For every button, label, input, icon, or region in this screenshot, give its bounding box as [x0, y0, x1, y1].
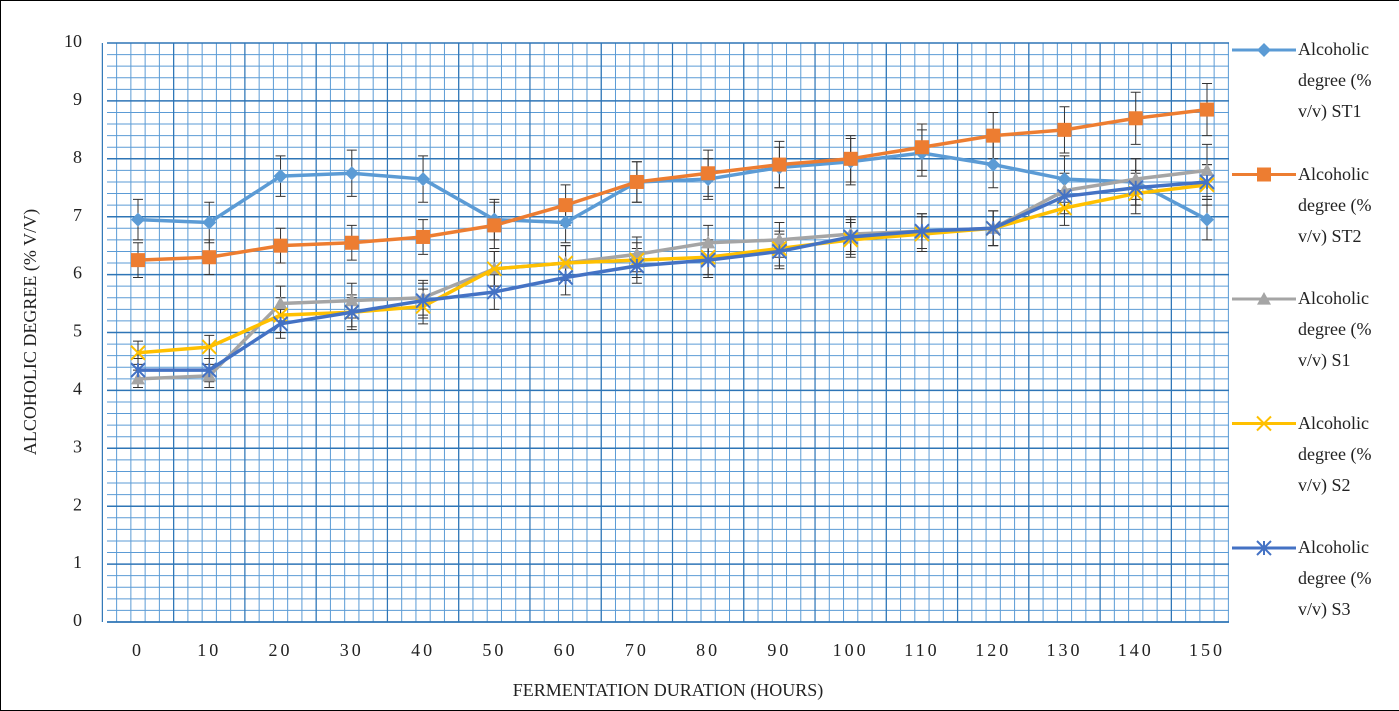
marker — [1057, 172, 1072, 187]
x-tick-label: 70 — [625, 640, 649, 660]
marker — [415, 292, 431, 309]
marker — [201, 362, 217, 378]
marker — [558, 215, 573, 230]
legend-label: Alcoholic degree (% v/v) ST1 — [1298, 39, 1372, 121]
y-axis-title: ALCOHOLIC DEGREE (% V/V) — [20, 209, 41, 455]
marker — [201, 339, 217, 355]
x-tick-label: 10 — [197, 640, 221, 660]
x-tick-label: 50 — [482, 640, 506, 660]
x-tick-label: 20 — [269, 640, 293, 660]
marker — [1257, 43, 1271, 57]
y-tick-label: 8 — [73, 147, 82, 167]
x-tick-label: 0 — [132, 640, 144, 660]
x-tick-label: 80 — [696, 640, 720, 660]
marker — [273, 296, 288, 310]
x-tick-label: 130 — [1046, 640, 1082, 660]
marker — [1056, 200, 1073, 216]
marker — [131, 253, 145, 268]
marker — [1057, 122, 1072, 137]
x-tick-label: 60 — [554, 640, 578, 660]
y-tick-label: 9 — [73, 89, 82, 109]
y-tick-label: 4 — [73, 379, 82, 399]
series-line — [137, 168, 1208, 381]
marker — [843, 151, 858, 166]
marker — [344, 235, 359, 250]
marker — [130, 345, 146, 361]
marker — [700, 252, 716, 268]
y-tick-label: 1 — [73, 552, 82, 572]
marker — [772, 157, 787, 172]
marker — [1128, 111, 1143, 126]
marker — [629, 258, 645, 274]
marker — [986, 128, 1001, 143]
x-tick-label: 110 — [904, 640, 939, 660]
y-tick-label: 10 — [64, 31, 82, 51]
legend-label: Alcoholic degree (% v/v) S3 — [1298, 537, 1372, 619]
marker — [1256, 540, 1272, 556]
marker — [986, 157, 1001, 172]
marker — [344, 304, 360, 320]
marker — [629, 174, 644, 189]
series-line — [137, 151, 1208, 225]
marker — [701, 235, 716, 249]
marker — [772, 232, 787, 246]
marker — [1256, 415, 1272, 432]
marker — [842, 229, 859, 245]
marker — [1257, 167, 1271, 182]
series-line — [137, 107, 1208, 262]
x-axis-title: FERMENTATION DURATION (HOURS) — [513, 680, 824, 701]
marker — [131, 212, 145, 227]
marker — [985, 220, 1001, 236]
x-tick-label: 40 — [411, 640, 435, 660]
x-tick-label: 140 — [1118, 640, 1154, 660]
marker — [1200, 163, 1214, 176]
marker — [1128, 180, 1144, 196]
marker — [487, 218, 502, 233]
marker — [1200, 102, 1214, 117]
x-tick-label: 120 — [975, 640, 1011, 660]
legend-label: Alcoholic degree (% v/v) S2 — [1298, 412, 1372, 495]
marker — [1200, 212, 1214, 227]
series-line — [138, 180, 1208, 372]
marker — [486, 261, 503, 277]
y-tick-label: 7 — [73, 205, 82, 225]
marker — [416, 172, 431, 187]
x-tick-label: 90 — [767, 640, 791, 660]
marker — [131, 371, 145, 385]
marker — [914, 223, 930, 239]
marker — [486, 284, 503, 300]
marker — [914, 140, 929, 155]
x-tick-label: 100 — [833, 640, 869, 660]
marker — [273, 169, 288, 184]
marker — [558, 198, 573, 213]
marker — [1056, 188, 1073, 205]
marker — [130, 362, 146, 378]
marker — [1257, 292, 1271, 305]
marker — [557, 255, 574, 271]
marker — [1199, 174, 1215, 190]
legend-label: Alcoholic degree (% v/v) S1 — [1298, 288, 1372, 370]
marker — [771, 243, 788, 260]
legend-label: Alcoholic degree (% v/v) ST2 — [1298, 163, 1372, 246]
marker — [344, 293, 359, 307]
y-tick-label: 0 — [73, 610, 82, 630]
x-tick-label: 150 — [1189, 640, 1225, 660]
marker — [344, 166, 359, 181]
y-tick-label: 2 — [73, 494, 82, 514]
marker — [202, 215, 217, 230]
y-tick-label: 6 — [73, 263, 82, 283]
y-tick-label: 5 — [73, 321, 82, 341]
marker — [273, 238, 288, 253]
x-tick-label: 30 — [340, 640, 364, 660]
marker — [1128, 172, 1143, 185]
marker — [272, 316, 289, 332]
marker — [202, 250, 217, 265]
marker — [557, 269, 574, 286]
marker — [416, 229, 431, 244]
series-line — [137, 183, 1208, 355]
y-tick-label: 3 — [73, 436, 82, 456]
marker — [701, 166, 716, 181]
